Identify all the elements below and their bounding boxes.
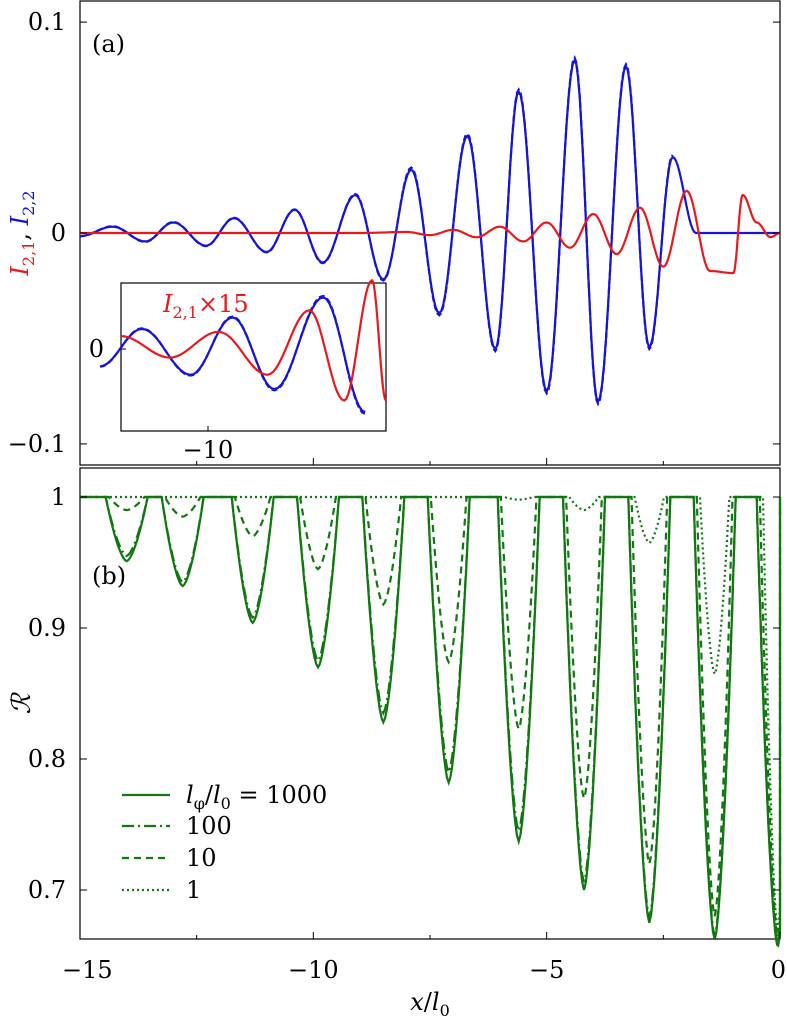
panel-b-xlabel: x/l0	[410, 988, 450, 1020]
panel-a-ytick-label: 0.1	[28, 8, 66, 36]
panel-a-ylabel: I2,1, I2,2	[6, 190, 38, 276]
panel-a-label: (a)	[92, 30, 125, 58]
legend-0: 0	[221, 794, 231, 813]
inset-red-line	[120, 278, 387, 402]
xlabel-x: x	[410, 988, 424, 1016]
inset-frame	[120, 282, 387, 432]
legend-eq: =	[231, 781, 266, 809]
ylabel-i21: I	[6, 266, 34, 277]
panel-b-xtick-label: −10	[288, 956, 339, 984]
panel-a-series	[79, 55, 781, 407]
legend-l0: l	[213, 781, 221, 809]
panel-b-xtick-label: −15	[62, 956, 113, 984]
legend-l: l	[186, 781, 194, 809]
panel-b-ticks: 1 0.9 0.8 0.7 −15 −10 −5 0	[28, 483, 786, 984]
panel-a: 0.10−0.1 (a) I2,1, I2,2 0 −10 I2,1×15	[6, 0, 781, 466]
panel-b-label: (b)	[92, 562, 126, 590]
xlabel-sub: 0	[440, 1001, 450, 1020]
inset-label: I2,1×15	[162, 290, 249, 322]
legend-label-10: 10	[186, 844, 217, 872]
xlabel-slash: /	[424, 988, 433, 1016]
legend-label-1000: lφ/l0 = 1000	[186, 781, 327, 813]
ylabel-i22: I	[6, 215, 34, 226]
panel-a-ytick-label: 0	[51, 219, 66, 247]
panel-b: 10.90.80.7−15 −10 −5 0 (b) ℛ x/l0 lφ/l0 = 1…	[7, 467, 786, 1020]
inset-blue-line-dashed	[99, 294, 366, 415]
ylabel-sep: ,	[6, 225, 34, 240]
inset-series	[99, 278, 387, 415]
legend-val: 1000	[266, 781, 327, 809]
legend: lφ/l0 = 1000 100 10 1	[122, 781, 327, 904]
panel-b-ytick-label: 0.9	[28, 614, 66, 642]
inset-label-rest: ×15	[198, 290, 249, 318]
legend-label-1: 1	[186, 876, 201, 904]
panel-b-line-10	[80, 495, 782, 941]
ylabel-i22-sub: 2,2	[19, 190, 38, 215]
inset-label-i: I	[162, 290, 173, 318]
panel-b-line-100	[80, 495, 782, 944]
panel-a-ytick-label: −0.1	[8, 430, 66, 458]
inset-label-sub: 2,1	[172, 303, 197, 322]
legend-slash: /	[205, 781, 214, 809]
panel-a-line-2	[80, 189, 781, 275]
panel-b-series	[80, 495, 782, 948]
inset-xtick-label: −10	[183, 436, 234, 464]
panel-a-ticks: 0.1 0 −0.1	[8, 8, 781, 465]
panel-b-ytick-label: 1	[51, 483, 66, 511]
panel-b-ytick-label: 0.7	[28, 876, 66, 904]
panel-b-ytick-label: 0.8	[28, 745, 66, 773]
legend-label-100: 100	[186, 812, 232, 840]
panel-b-xtick-label: −5	[529, 956, 564, 984]
xlabel-l: l	[432, 988, 440, 1016]
panel-a-line-0	[79, 57, 780, 405]
ylabel-i21-sub: 2,1	[19, 241, 38, 266]
legend-phi: φ	[194, 794, 205, 813]
inset-ytick-label: 0	[89, 335, 104, 363]
panel-b-xtick-label: 0	[771, 956, 786, 984]
panel-b-ylabel: ℛ	[7, 691, 37, 714]
inset: 0 −10 I2,1×15	[89, 278, 387, 464]
